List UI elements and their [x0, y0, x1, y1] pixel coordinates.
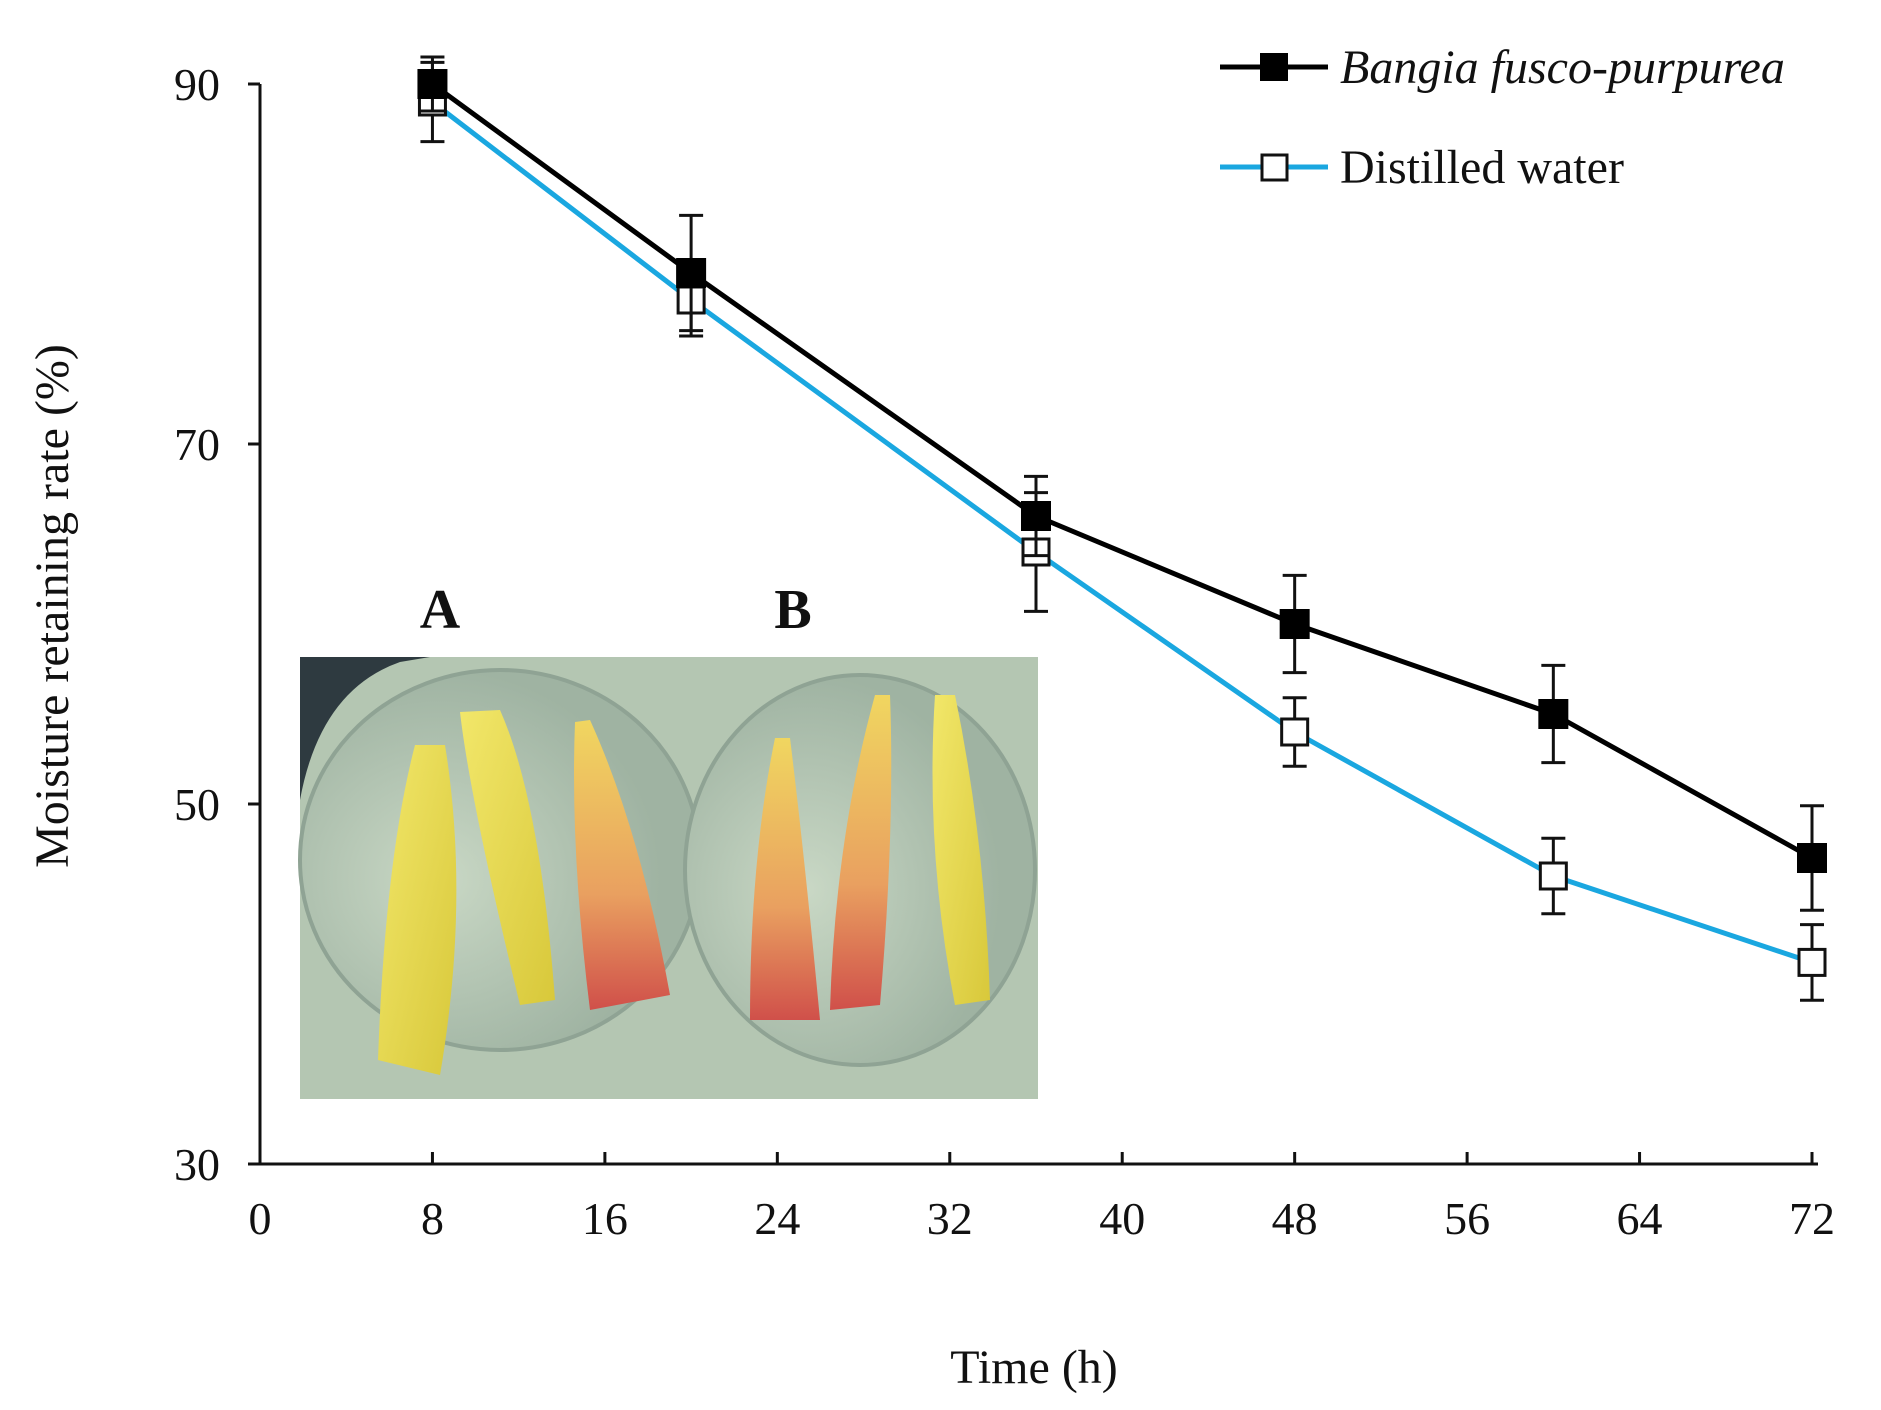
data-point: [1021, 501, 1051, 531]
data-point: [1538, 861, 1568, 891]
x-tick-label: 24: [754, 1193, 800, 1244]
data-point: [1280, 717, 1310, 747]
x-tick-label: 40: [1099, 1193, 1145, 1244]
series-layer: [417, 55, 1827, 1002]
inset-photo: [298, 657, 1038, 1099]
legend-label-series-1: Bangia fusco-purpurea: [1340, 41, 1785, 94]
y-tick-label: 70: [174, 419, 220, 470]
y-tick-label: 90: [174, 59, 220, 110]
x-tick-label: 32: [927, 1193, 973, 1244]
data-point: [676, 258, 707, 288]
legend-label-series-2: Distilled water: [1340, 141, 1624, 194]
x-axis-title: Time (h): [950, 1341, 1118, 1394]
legend-marker-series-1: [1260, 53, 1288, 81]
inset-photo-slice: [378, 745, 457, 1075]
y-axis-title: Moisture retaining rate (%): [26, 344, 79, 868]
data-point: [1538, 699, 1569, 729]
y-tick-label: 50: [174, 779, 220, 830]
inset-label-a: A: [420, 579, 461, 641]
axes: 30 50 70 90 0 8 16 24 32 40 48 56 64 72: [174, 59, 1835, 1244]
x-tick-label: 0: [249, 1193, 272, 1244]
legend: Bangia fusco-purpurea Distilled water: [1220, 41, 1785, 194]
series-line: [430, 81, 1814, 861]
inset-label-b: B: [774, 579, 811, 641]
x-tick-label: 8: [421, 1193, 444, 1244]
x-ticks: 0 8 16 24 32 40 48 56 64 72: [249, 1152, 1835, 1244]
data-point: [1797, 947, 1827, 977]
x-tick-label: 16: [582, 1193, 628, 1244]
data-point: [1797, 843, 1827, 873]
y-tick-label: 30: [174, 1139, 220, 1190]
series-1: [417, 55, 1827, 912]
inset-photo-slice: [460, 710, 555, 1005]
x-tick-label: 56: [1444, 1193, 1490, 1244]
y-ticks: 30 50 70 90: [174, 59, 260, 1190]
x-tick-label: 72: [1789, 1193, 1835, 1244]
series-line: [430, 100, 1813, 965]
inset-photo-slice: [932, 695, 990, 1005]
data-point: [1279, 609, 1310, 639]
legend-marker-series-2: [1260, 153, 1289, 182]
inset-photo-slice: [574, 720, 670, 1010]
inset-photo-slice: [750, 738, 820, 1020]
inset-photo-slice: [830, 695, 892, 1010]
data-point: [417, 69, 448, 99]
x-tick-label: 48: [1272, 1193, 1318, 1244]
inset-photo-dark-rim: [300, 657, 430, 800]
x-tick-label: 64: [1617, 1193, 1663, 1244]
